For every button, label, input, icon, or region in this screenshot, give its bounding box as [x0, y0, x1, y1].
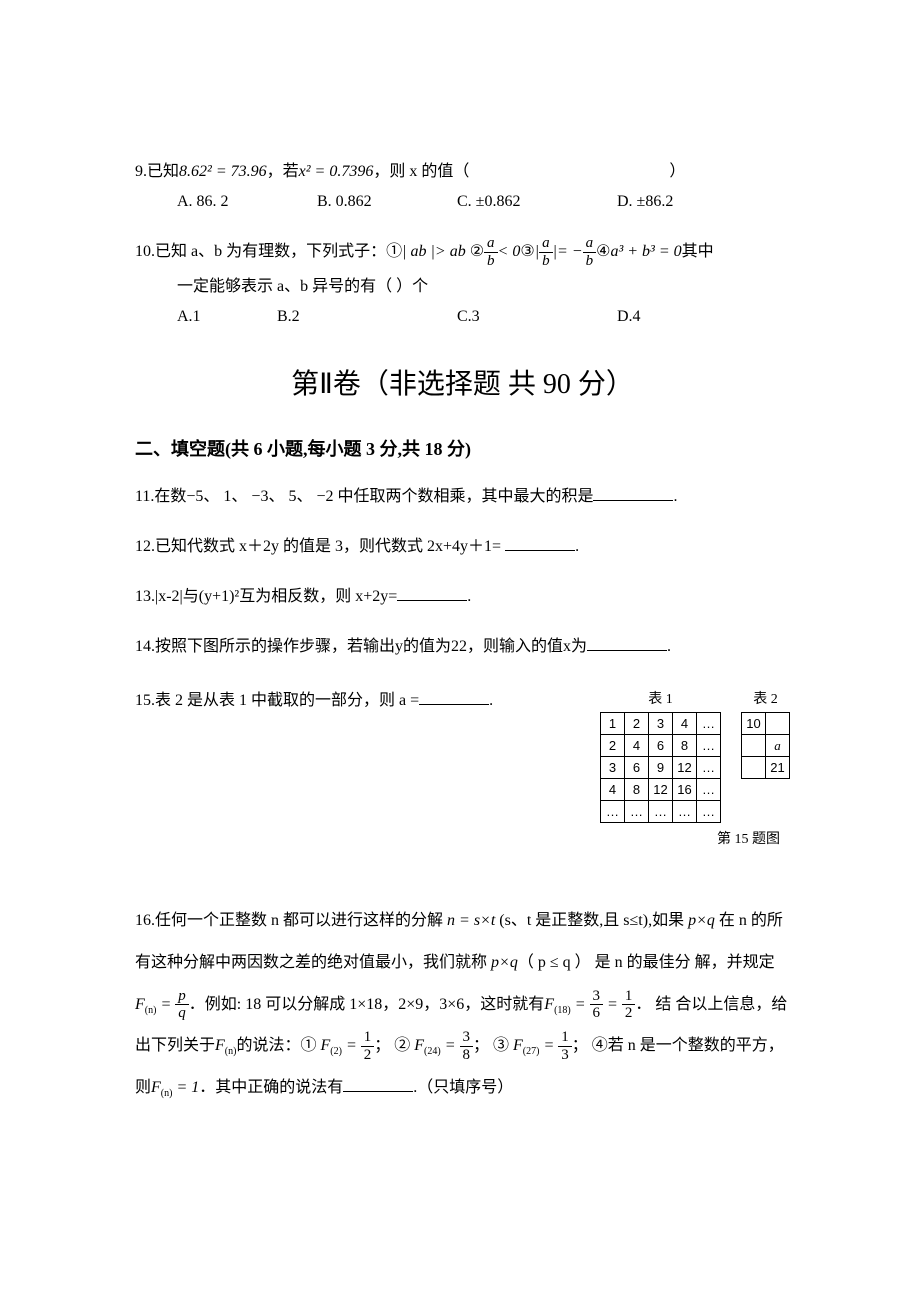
q9-opt-d: D. ±86.2	[617, 190, 673, 214]
q10-frac2: ab	[539, 235, 553, 269]
q9-opt-c: C. ±0.862	[457, 190, 607, 214]
q9-options: A. 86. 2 B. 0.862 C. ±0.862 D. ±86.2	[135, 190, 790, 214]
q16-f5: 13	[558, 1029, 572, 1063]
q15-end: .	[489, 692, 493, 709]
q10-opt-a: A.1	[177, 305, 267, 329]
q9-paren: ）	[669, 163, 685, 180]
q9-t2: ，若	[267, 163, 299, 180]
q16-t15: .（只填序号）	[413, 1079, 513, 1096]
table-1: 1234… 2468… 36912… 481216… ……………	[600, 712, 721, 823]
q16-e2: p×q	[688, 912, 715, 929]
q10-e4: a³ + b³ = 0	[610, 243, 681, 260]
q10-frac1: ab	[484, 235, 498, 269]
q16-Fn3: F(n)	[151, 1079, 172, 1096]
question-13: 13.|x-2|与(y+1)²互为相反数，则 x+2y=.	[135, 585, 790, 609]
q16-F24: F(24)	[414, 1037, 440, 1054]
q16-Fn: F(n)	[135, 996, 156, 1013]
table-1-col: 表 1 1234… 2468… 36912… 481216… ……………	[600, 689, 721, 823]
q10-t2: ②	[466, 243, 484, 260]
q10-t4: ④	[596, 243, 610, 260]
q16-t1: 16.任何一个正整数 n 都可以进行这样的分解	[135, 912, 447, 929]
q10-stem: 10.已知 a、b 为有理数，下列式子：①| ab |> ab ②ab< 0③|…	[135, 234, 790, 269]
q15-tables-area: 表 1 1234… 2468… 36912… 481216… …………… 表 2…	[600, 689, 790, 850]
question-9: 9.已知8.62² = 73.96，若x² = 0.7396，则 x 的值（） …	[135, 160, 790, 214]
q10-e1: | ab |> ab	[402, 243, 466, 260]
q16-t2: (s、t 是正整数,且 s≤t),如果	[495, 912, 688, 929]
q10-t3: ③	[520, 243, 534, 260]
section-2-subtitle: 二、填空题(共 6 小题,每小题 3 分,共 18 分)	[135, 436, 790, 463]
q11-blank	[593, 487, 673, 501]
q16-e1: n = s×t	[447, 912, 495, 929]
question-12: 12.已知代数式 x＋2y 的值是 3，则代数式 2x+4y＋1= .	[135, 535, 790, 559]
q16-t11: ； ③	[473, 1037, 513, 1054]
table-2: 10 a 21	[741, 712, 790, 779]
question-15: 15.表 2 是从表 1 中截取的一部分，则 a =. 表 1 1234… 24…	[135, 689, 790, 850]
q16-t6: ．例如: 18 可以分解成 1×18，2×9，3×6，这时就有	[189, 996, 545, 1013]
q16-eq: =	[156, 996, 175, 1013]
q16-f1: pq	[175, 988, 189, 1022]
q10-opt-b: B.2	[277, 305, 447, 329]
q10-t1: 10.已知 a、b 为有理数，下列式子：①	[135, 243, 402, 260]
q16-f4: 38	[460, 1029, 474, 1063]
q16-blank	[343, 1078, 413, 1092]
q9-e1: 8.62² = 73.96	[179, 163, 267, 180]
q16-t7: ． 结	[635, 996, 671, 1013]
q16-t5: 解，并规定	[695, 954, 775, 971]
table-2-col: 表 2 10 a 21	[741, 689, 790, 779]
q13-blank	[397, 587, 467, 601]
q10-e3m: |= −	[553, 243, 583, 260]
q10-options: A.1 B.2 C.3 D.4	[135, 305, 790, 329]
question-14: 14.按照下图所示的操作步骤，若输出y的值为22，则输入的值x为.	[135, 635, 790, 659]
q15-blank	[419, 691, 489, 705]
question-16: 16.任何一个正整数 n 都可以进行这样的分解 n = s×t (s、t 是正整…	[135, 900, 790, 1108]
q9-t1: 9.已知	[135, 163, 179, 180]
q15-text: 15.表 2 是从表 1 中截取的一部分，则 a =	[135, 692, 419, 709]
q16-Fn2: F(n)	[215, 1037, 236, 1054]
q15-tables: 表 1 1234… 2468… 36912… 481216… …………… 表 2…	[600, 689, 790, 823]
q11-text: 11.在数−5、 1、 −3、 5、 −2 中任取两个数相乘，其中最大的积是	[135, 488, 593, 505]
q9-t3: ，则 x 的值（	[373, 163, 469, 180]
q15-text-wrap: 15.表 2 是从表 1 中截取的一部分，则 a =.	[135, 689, 580, 713]
q16-F18: F(18)	[544, 996, 570, 1013]
q9-stem: 9.已知8.62² = 73.96，若x² = 0.7396，则 x 的值（ ）	[135, 160, 790, 184]
q14-end: .	[667, 638, 671, 655]
q14-text: 14.按照下图所示的操作步骤，若输出y的值为22，则输入的值x为	[135, 638, 587, 655]
q12-blank	[505, 537, 575, 551]
q10-line2: 一定能够表示 a、b 异号的有（ ）个	[135, 275, 790, 299]
q13-text: 13.|x-2|与(y+1)²互为相反数，则 x+2y=	[135, 588, 397, 605]
table-2-label: 表 2	[741, 689, 790, 710]
q16-t12: ； ④若 n	[572, 1037, 636, 1054]
q13-end: .	[467, 588, 471, 605]
q9-opt-a: A. 86. 2	[177, 190, 307, 214]
q16-t9: 的说法：①	[236, 1037, 320, 1054]
q16-eq1: = 1	[172, 1079, 199, 1096]
q16-f2a: 36	[590, 988, 604, 1022]
q9-e2: x² = 0.7396	[299, 163, 374, 180]
table-1-label: 表 1	[600, 689, 721, 710]
question-10: 10.已知 a、b 为有理数，下列式子：①| ab |> ab ②ab< 0③|…	[135, 234, 790, 329]
q16-t10: ； ②	[374, 1037, 414, 1054]
q12-end: .	[575, 538, 579, 555]
q10-t5: 其中	[682, 243, 714, 260]
q16-e3: p×q	[491, 954, 518, 971]
q16-F2: F(2)	[320, 1037, 341, 1054]
q10-frac3: ab	[583, 235, 597, 269]
q9-opt-b: B. 0.862	[317, 190, 447, 214]
q11-end: .	[673, 488, 677, 505]
q10-opt-c: C.3	[457, 305, 607, 329]
q16-f3: 12	[361, 1029, 375, 1063]
q15-caption: 第 15 题图	[600, 829, 790, 850]
q10-opt-d: D.4	[617, 305, 641, 329]
q16-t14: ．其中正确的说法有	[199, 1079, 343, 1096]
q14-blank	[587, 637, 667, 651]
q10-e2r: < 0	[498, 243, 521, 260]
q16-t4: （ p ≤ q ） 是 n 的最佳分	[518, 954, 691, 971]
question-11: 11.在数−5、 1、 −3、 5、 −2 中任取两个数相乘，其中最大的积是.	[135, 485, 790, 509]
section-2-title: 第Ⅱ卷（非选择题 共 90 分）	[135, 364, 790, 406]
q12-text: 12.已知代数式 x＋2y 的值是 3，则代数式 2x+4y＋1=	[135, 538, 505, 555]
q16-F27: F(27)	[513, 1037, 539, 1054]
q16-f2b: 12	[622, 988, 636, 1022]
